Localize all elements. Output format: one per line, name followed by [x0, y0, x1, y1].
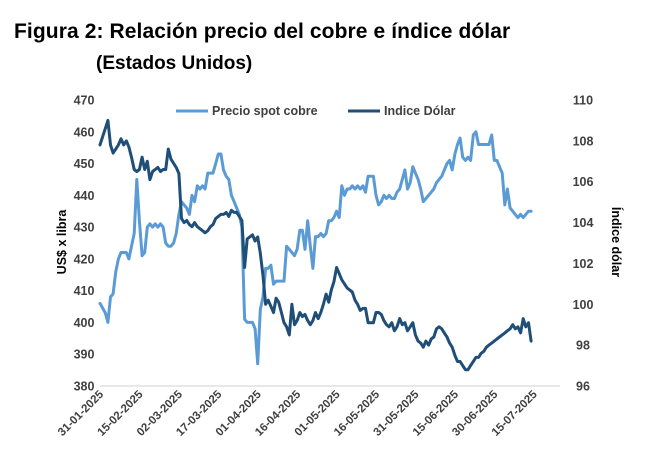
left-tick-label: 460	[74, 125, 95, 139]
right-axis-label: Índice dólar	[609, 207, 624, 277]
left-tick-label: 450	[74, 157, 95, 171]
series-lines	[98, 118, 533, 372]
right-tick-label: 110	[573, 94, 593, 108]
right-tick-label: 96	[576, 380, 590, 394]
left-axis-ticks: 380 390 400 410 420 430 440 450 460 470	[74, 94, 95, 394]
legend-label-copper: Precio spot cobre	[212, 104, 318, 118]
right-tick-label: 106	[573, 175, 594, 189]
chart-title: Figura 2: Relación precio del cobre e ín…	[14, 20, 511, 43]
right-tick-label: 100	[573, 298, 594, 312]
left-tick-label: 470	[74, 94, 95, 108]
left-axis-label: US$ x libra	[55, 209, 69, 275]
left-tick-label: 400	[74, 316, 95, 330]
right-tick-label: 104	[573, 216, 594, 230]
right-tick-label: 108	[573, 134, 594, 148]
legend-label-dollar-index: Indice Dólar	[384, 104, 456, 118]
right-tick-label: 98	[576, 339, 590, 353]
copper-price-line	[98, 130, 533, 366]
chart-subtitle: (Estados Unidos)	[96, 53, 253, 74]
left-tick-label: 430	[74, 221, 95, 235]
left-tick-label: 410	[74, 284, 95, 298]
right-axis-ticks: 96 98 100 102 104 106 108 110	[573, 94, 594, 394]
left-tick-label: 440	[74, 189, 95, 203]
right-tick-label: 102	[573, 257, 594, 271]
x-axis-ticks: 31-01-202515-02-202502-03-202517-03-2025…	[56, 388, 540, 439]
dollar-index-line	[98, 118, 533, 372]
left-tick-label: 420	[74, 252, 95, 266]
left-tick-label: 380	[74, 380, 95, 394]
left-tick-label: 390	[74, 348, 95, 362]
legend: Precio spot cobre Indice Dólar	[176, 104, 456, 118]
